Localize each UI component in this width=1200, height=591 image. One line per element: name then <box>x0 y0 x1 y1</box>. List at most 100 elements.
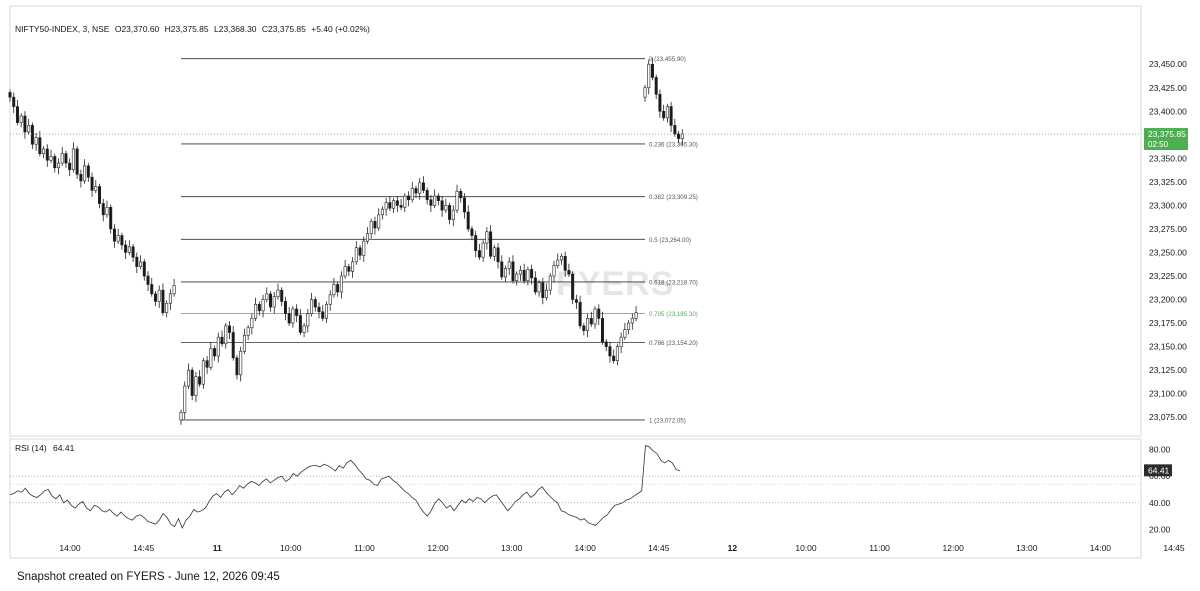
candle-body <box>347 266 351 272</box>
candle-body <box>56 162 60 169</box>
time-axis-tick: 14:00 <box>1090 543 1112 553</box>
rsi-axis-tick: 20.00 <box>1149 524 1171 534</box>
candle-body <box>377 214 381 229</box>
price-axis-tick: 23,450.00 <box>1149 59 1187 69</box>
candle-body <box>526 269 530 282</box>
candle-body <box>261 299 265 312</box>
candle-body <box>302 325 306 333</box>
time-axis-tick: 10:00 <box>795 543 817 553</box>
candle-body <box>83 165 87 182</box>
fib-level-label: 0.236 (23,365.30) <box>649 141 698 148</box>
candle-body <box>395 200 399 206</box>
candle-body <box>388 202 392 209</box>
candle-body <box>369 221 373 234</box>
candle-body <box>673 125 677 135</box>
price-axis-tick: 23,150.00 <box>1149 342 1187 352</box>
candle-body <box>94 186 98 191</box>
candle-body <box>444 205 448 211</box>
candle-body <box>179 412 183 421</box>
candle-body <box>168 293 172 304</box>
candle-body <box>239 350 243 376</box>
close-value: C23,375.85 <box>261 24 306 34</box>
rsi-axis-tick: 80.00 <box>1149 445 1171 455</box>
price-axis-tick: 23,400.00 <box>1149 106 1187 116</box>
candle-body <box>64 153 68 164</box>
candle-body <box>600 318 604 343</box>
time-axis-tick: 14:45 <box>133 543 155 553</box>
candle-body <box>165 302 169 314</box>
price-pane-border <box>9 5 1142 437</box>
low-value: L23,368.30 <box>213 24 257 34</box>
candle-body <box>90 176 94 191</box>
price-axis-tick: 23,175.00 <box>1149 318 1187 328</box>
candle-body <box>448 205 452 220</box>
candle-body <box>127 246 131 253</box>
candle-body <box>518 270 522 275</box>
candle-body <box>298 315 302 333</box>
candle-body <box>522 270 526 282</box>
candle-body <box>324 303 328 319</box>
candle-body <box>209 348 213 368</box>
candle-body <box>500 261 504 278</box>
candle-body <box>186 369 190 387</box>
candle-body <box>481 242 485 258</box>
rsi-axis-tick: 40.00 <box>1149 498 1171 508</box>
candle-body <box>563 255 567 271</box>
candle-body <box>552 265 556 277</box>
fib-level-label: 0.786 (23,154.20) <box>649 340 698 347</box>
candle-body <box>112 228 116 242</box>
candle-body <box>161 289 165 314</box>
candle-body <box>470 228 474 236</box>
candle-body <box>153 293 157 302</box>
candle-body <box>321 311 325 319</box>
change-value: +5.40 (+0.02%) <box>311 24 370 34</box>
candle-body <box>124 244 128 253</box>
candle-body <box>19 115 23 123</box>
candle-body <box>328 294 332 305</box>
candle-body <box>436 195 440 202</box>
price-axis-tick: 23,250.00 <box>1149 247 1187 257</box>
candle-body <box>135 256 139 267</box>
candle-body <box>205 360 209 368</box>
candle-body <box>332 284 336 296</box>
candle-body <box>306 313 310 327</box>
high-value: H23,375.85 <box>164 24 209 34</box>
candle-body <box>42 148 46 154</box>
candle-body <box>157 289 161 302</box>
price-axis-tick: 23,225.00 <box>1149 271 1187 281</box>
time-axis-tick: 11 <box>213 543 222 553</box>
fib-level-label: 0 (23,455.90) <box>649 56 686 63</box>
candle-body <box>98 186 102 204</box>
candle-body <box>530 269 534 279</box>
last-price-value: 23,375.85 <box>1148 129 1186 139</box>
candle-body <box>310 299 314 314</box>
candle-body <box>213 348 217 357</box>
fib-level-label: 1 (23,072.05) <box>649 417 686 424</box>
time-axis-tick: 14:45 <box>1163 543 1185 553</box>
candle-body <box>597 308 601 319</box>
candle-body <box>146 275 150 285</box>
candle-body <box>201 360 205 385</box>
price-axis-tick: 23,100.00 <box>1149 389 1187 399</box>
candle-body <box>421 182 425 191</box>
rsi-legend[interactable]: RSI (14) 64.41 <box>15 443 78 453</box>
candle-body <box>658 94 662 112</box>
candle-body <box>433 195 437 206</box>
candle-body <box>571 273 575 300</box>
rsi-badge-value: 64.41 <box>1148 465 1170 475</box>
candle-body <box>242 334 246 352</box>
fib-level-label: 0.382 (23,309.25) <box>649 194 698 201</box>
candle-body <box>582 325 586 331</box>
candle-body <box>489 231 493 257</box>
snapshot-footer: Snapshot created on FYERS - June 12, 202… <box>17 571 280 583</box>
symbol-label[interactable]: NIFTY50-INDEX, 3, NSE <box>15 24 110 34</box>
rsi-line <box>9 445 681 529</box>
candle-body <box>265 293 269 300</box>
candle-body <box>254 303 258 319</box>
candle-body <box>586 318 590 331</box>
candle-body <box>224 325 228 345</box>
candle-body <box>647 63 651 89</box>
candle-body <box>131 246 135 258</box>
